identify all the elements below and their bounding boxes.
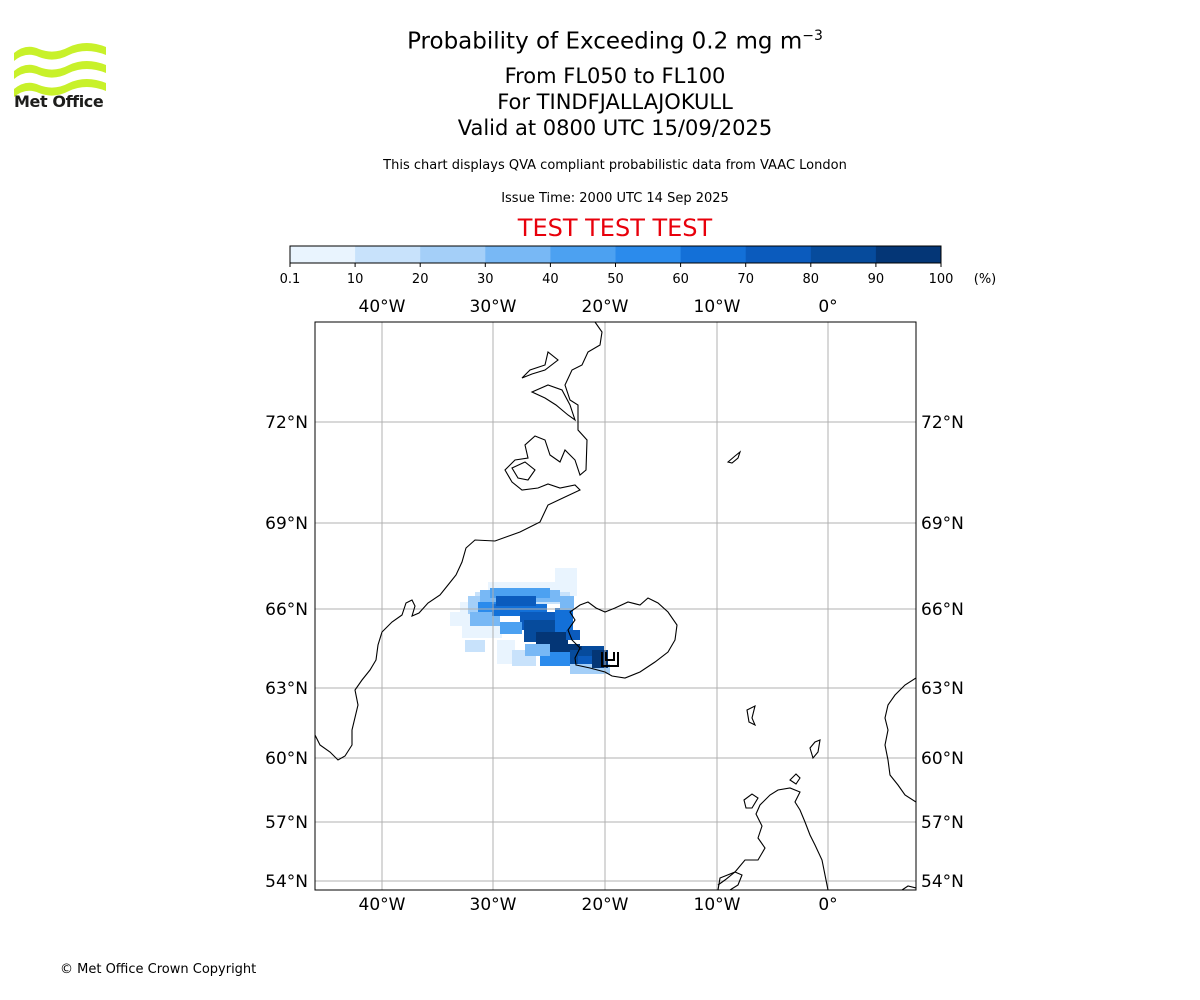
plume-cell — [490, 588, 550, 598]
met-office-logo — [14, 43, 106, 97]
plume-cell — [488, 582, 560, 592]
chart-description: This chart displays QVA compliant probab… — [383, 158, 847, 173]
plume-cell — [566, 630, 580, 640]
title-exponent: −3 — [802, 28, 823, 44]
faroe-coast — [746, 704, 757, 727]
colorbar-tick-label: 90 — [868, 272, 885, 287]
lon-label: 20°W — [582, 895, 629, 915]
colorbar-tick-label: 10 — [347, 272, 364, 287]
lat-label: 72°N — [265, 413, 308, 433]
lat-label: 54°N — [921, 872, 964, 892]
title-text: Probability of Exceeding 0.2 mg m — [407, 28, 803, 55]
colorbar-cell — [810, 246, 877, 263]
uk-coast — [717, 787, 829, 890]
lat-label: 63°N — [921, 679, 964, 699]
volcano-marker — [601, 652, 619, 667]
colorbar-cell — [875, 246, 942, 263]
colorbar-tick-label: 40 — [542, 272, 559, 287]
chart-title: Probability of Exceeding 0.2 mg m−3 — [0, 28, 1200, 55]
lon-label: 0° — [818, 297, 837, 317]
logo-wordmark: Met Office — [14, 92, 104, 111]
lat-label: 69°N — [921, 514, 964, 534]
lat-labels-right: 72°N 69°N 66°N 63°N 60°N 57°N 54°N — [921, 413, 964, 892]
lon-label: 40°W — [359, 895, 406, 915]
volcano-name: For TINDFJALLAJOKULL — [497, 90, 733, 114]
plume-cell — [555, 608, 573, 632]
test-banner: TEST TEST TEST — [517, 214, 713, 242]
lon-label: 0° — [818, 895, 837, 915]
shetland-coast — [809, 739, 821, 760]
plume-cell — [555, 568, 577, 596]
colorbar-cell — [420, 246, 486, 263]
lon-label: 20°W — [582, 297, 629, 317]
probability-colorbar: 0.1 10 20 30 40 50 60 70 80 90 100 (%) — [280, 245, 997, 287]
lat-label: 69°N — [265, 514, 308, 534]
flight-level-range: From FL050 to FL100 — [504, 64, 726, 88]
lat-labels-left: 72°N 69°N 66°N 63°N 60°N 57°N 54°N — [265, 413, 308, 892]
lat-label: 60°N — [265, 749, 308, 769]
plume-cell — [525, 644, 550, 656]
lat-label: 66°N — [265, 600, 308, 620]
lat-label: 66°N — [921, 600, 964, 620]
colorbar-tick-label: 80 — [803, 272, 820, 287]
colorbar-tick-label: 30 — [477, 272, 494, 287]
plume-cell — [560, 596, 574, 610]
colorbar-tick-label: 60 — [672, 272, 689, 287]
lon-labels-bottom: 40°W 30°W 20°W 10°W 0° — [359, 895, 838, 915]
greenland-coast — [315, 322, 603, 761]
colorbar-tick-label: 100 — [929, 272, 954, 287]
lat-label: 57°N — [265, 813, 308, 833]
plume-cell — [500, 622, 522, 634]
lon-label: 10°W — [694, 895, 741, 915]
lat-label: 72°N — [921, 413, 964, 433]
map-frame — [314, 321, 917, 891]
valid-time: Valid at 0800 UTC 15/09/2025 — [457, 116, 773, 140]
lat-label: 63°N — [265, 679, 308, 699]
norway-coast — [884, 677, 916, 803]
lat-label: 54°N — [265, 872, 308, 892]
colorbar-cell — [485, 246, 551, 263]
colorbar-tick-label: 0.1 — [280, 272, 301, 287]
map-panel: 40°W 30°W 20°W 10°W 0° 40°W 30°W 20°W 10… — [265, 297, 964, 915]
lon-label: 30°W — [470, 297, 517, 317]
plume-cell — [496, 596, 536, 606]
colorbar-cell — [745, 246, 812, 263]
colorbar-cell — [680, 246, 747, 263]
colorbar-unit: (%) — [974, 272, 997, 287]
issue-time: Issue Time: 2000 UTC 14 Sep 2025 — [501, 191, 729, 206]
copyright-notice: © Met Office Crown Copyright — [60, 962, 257, 977]
lon-labels-top: 40°W 30°W 20°W 10°W 0° — [359, 297, 838, 317]
ireland-coast — [717, 871, 743, 890]
colorbar-cell — [355, 246, 421, 263]
plume-cell — [465, 640, 485, 652]
plume-cell — [570, 664, 610, 674]
colorbar-cell — [615, 246, 682, 263]
colorbar-tick-label: 70 — [737, 272, 754, 287]
lat-label: 60°N — [921, 749, 964, 769]
colorbar-tick-label: 20 — [412, 272, 429, 287]
lat-label: 57°N — [921, 813, 964, 833]
plume-cell — [497, 640, 515, 664]
iceland-coast — [567, 597, 678, 679]
map-gridlines — [315, 322, 916, 890]
colorbar-cell — [290, 246, 356, 263]
plume-cell — [592, 650, 608, 668]
lon-label: 30°W — [470, 895, 517, 915]
lon-label: 40°W — [359, 297, 406, 317]
colorbar-tick-label: 50 — [607, 272, 624, 287]
lon-label: 10°W — [694, 297, 741, 317]
coastlines — [315, 322, 916, 890]
jan-mayen-coast — [726, 450, 742, 464]
colorbar-cell — [550, 246, 616, 263]
